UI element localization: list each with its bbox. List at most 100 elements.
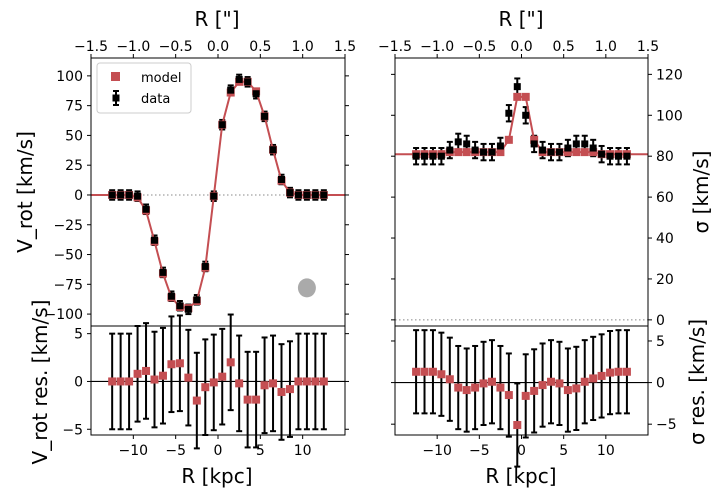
residual-point (521, 391, 530, 400)
data-point (463, 140, 471, 148)
residual-point (133, 369, 142, 378)
residual-point (538, 381, 547, 390)
model-point (513, 92, 522, 101)
data-point (471, 146, 479, 154)
y-tick-label: 40 (656, 231, 674, 247)
top-x-tick-label: −1.5 (74, 39, 108, 55)
y-tick-label: 75 (65, 99, 83, 115)
residual-point (547, 377, 556, 386)
data-point (581, 140, 589, 148)
data-point (286, 189, 294, 197)
y-tick-label: −50 (53, 248, 83, 264)
top-x-tick-label: −1.0 (420, 39, 454, 55)
residual-point (294, 377, 303, 386)
top-x-tick-label: 1.5 (334, 39, 356, 55)
data-point (278, 175, 285, 183)
data-point (320, 191, 328, 199)
data-point (547, 148, 555, 156)
residual-point (192, 396, 201, 405)
legend-model-swatch (111, 72, 120, 81)
model-point (589, 148, 598, 157)
top-x-tick-label: 0.5 (249, 39, 271, 55)
top-x-tick-label: −0.5 (462, 39, 496, 55)
top-x-tick-label: −1.0 (116, 39, 150, 55)
data-point (539, 146, 547, 154)
y-tick-label: −100 (45, 307, 83, 323)
residual-point (563, 386, 572, 395)
data-point (303, 191, 311, 199)
y-tick-label: −5 (62, 422, 83, 438)
residual-point (454, 383, 463, 392)
y-tick-label: −5 (656, 417, 677, 433)
data-point (555, 148, 563, 156)
legend-model-label: model (141, 71, 181, 86)
data-point (176, 302, 184, 310)
top-x-tick-label: 0.0 (207, 39, 229, 55)
residual-point (437, 370, 446, 379)
xlabel-right: R [kpc] (485, 464, 556, 488)
y-tick-label: 0 (74, 374, 83, 390)
residual-point (319, 377, 328, 386)
residual-point (218, 372, 227, 381)
data-point (429, 152, 437, 160)
data-point (589, 144, 597, 152)
data-point (210, 192, 218, 200)
data-point (614, 152, 622, 160)
residual-point (175, 359, 184, 368)
data-point (201, 262, 209, 270)
model-point (563, 148, 572, 157)
residual-point (226, 358, 235, 367)
legend-data-label: data (141, 92, 170, 107)
residual-point (487, 377, 496, 386)
x-tick-label: 5 (256, 443, 265, 459)
model-point (521, 92, 530, 101)
residual-point (150, 375, 159, 384)
residual-point (235, 379, 244, 388)
residual-point (513, 421, 522, 430)
top-x-tick-label: −0.5 (159, 39, 193, 55)
y-tick-label: 0 (656, 376, 665, 392)
data-point (572, 140, 580, 148)
residual-point (142, 366, 151, 375)
data-point (488, 148, 496, 156)
data-point (184, 305, 192, 313)
data-point (437, 152, 445, 160)
residual-point (428, 367, 437, 376)
residual-point (116, 377, 125, 386)
data-point (125, 191, 133, 199)
residual-point (471, 383, 480, 392)
xlabel-left: R [kpc] (181, 464, 252, 488)
data-point (218, 121, 226, 129)
data-point (294, 191, 302, 199)
y-tick-label: −75 (53, 277, 83, 293)
data-point (598, 150, 606, 158)
model-point (504, 135, 513, 144)
y-tick-label: −25 (53, 218, 83, 234)
data-point (142, 205, 150, 213)
x-tick-label: −10 (119, 443, 149, 459)
y-tick-label: 60 (656, 190, 674, 206)
top-xlabel-left: R ["] (194, 7, 239, 31)
data-point (252, 90, 260, 98)
data-point (606, 152, 614, 160)
rotation-panel: −100 −75 −50 −25 0 25 50 75 100 −1.5 −1.0 −0.5 0.0 0.… (45, 39, 356, 327)
data-point (564, 144, 572, 152)
x-tick-label: −5 (469, 443, 490, 459)
x-tick-label: −5 (165, 443, 186, 459)
rotation-residual-panel: −5 0 5 −10 −5 0 5 10 (62, 313, 349, 459)
y-tick-label: 25 (65, 158, 83, 174)
data-point (454, 138, 462, 146)
residual-point (589, 374, 598, 383)
top-x-tick-label: −1.5 (378, 39, 412, 55)
top-xlabel-right: R ["] (498, 7, 543, 31)
residual-point (555, 379, 564, 388)
residual-point (530, 386, 539, 395)
data-point (235, 75, 243, 83)
data-point (159, 268, 167, 276)
data-point (522, 111, 530, 119)
residual-point (597, 371, 606, 380)
y-tick-label: 20 (656, 272, 674, 288)
residual-point (420, 367, 429, 376)
top-x-tick-label: 0.5 (553, 39, 575, 55)
residual-point (285, 385, 294, 394)
